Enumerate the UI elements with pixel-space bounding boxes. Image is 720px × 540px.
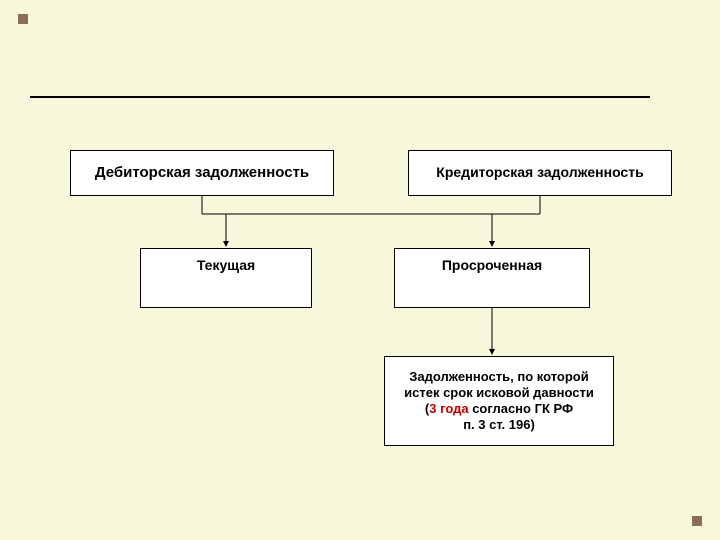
expired-line3b: согласно ГК РФ xyxy=(469,401,574,416)
box-accounts-payable-label: Кредиторская задолженность xyxy=(436,164,643,182)
box-overdue-debt: Просроченная xyxy=(394,248,590,308)
expired-line2: истек срок исковой давности xyxy=(404,385,594,400)
box-accounts-receivable-label: Дебиторская задолженность xyxy=(95,164,309,183)
expired-line4: п. 3 ст. 196) xyxy=(463,417,535,432)
box-accounts-payable: Кредиторская задолженность xyxy=(408,150,672,196)
box-current-debt-label: Текущая xyxy=(197,257,255,275)
corner-top-left xyxy=(18,14,28,24)
expired-line1: Задолженность, по которой xyxy=(409,369,588,384)
box-current-debt: Текущая xyxy=(140,248,312,308)
box-accounts-receivable: Дебиторская задолженность xyxy=(70,150,334,196)
box-expired-limitation: Задолженность, по которой истек срок иск… xyxy=(384,356,614,446)
corner-bottom-right xyxy=(692,516,702,526)
expired-line3-red: 3 года xyxy=(429,401,468,416)
box-expired-limitation-text: Задолженность, по которой истек срок иск… xyxy=(404,369,594,434)
title-underline xyxy=(30,96,650,98)
connector-lines xyxy=(0,0,720,540)
box-overdue-debt-label: Просроченная xyxy=(442,257,542,275)
